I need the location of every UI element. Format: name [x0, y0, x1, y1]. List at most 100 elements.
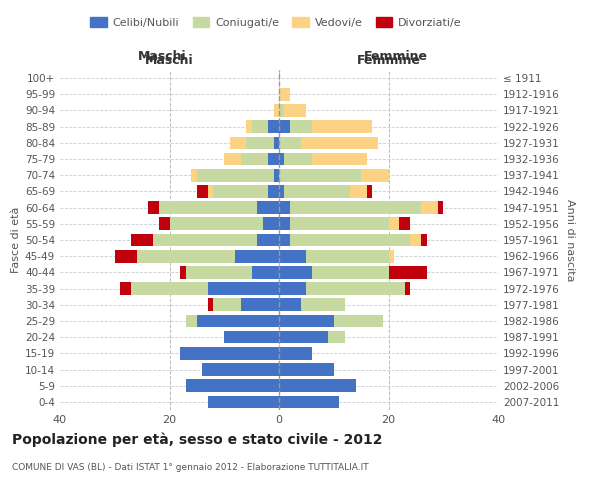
Bar	[405, 282, 410, 295]
Bar	[158, 202, 257, 214]
Bar	[284, 152, 312, 166]
Bar	[137, 250, 235, 262]
Bar	[246, 136, 274, 149]
Bar	[301, 136, 377, 149]
Bar	[400, 218, 410, 230]
Bar	[389, 218, 400, 230]
Bar	[181, 347, 279, 360]
Bar	[410, 234, 421, 246]
Bar	[312, 120, 372, 133]
Bar	[350, 185, 367, 198]
Bar	[279, 152, 284, 166]
Bar	[290, 202, 421, 214]
Y-axis label: Fasce di età: Fasce di età	[11, 207, 21, 273]
Bar	[202, 363, 279, 376]
Bar	[268, 152, 279, 166]
Bar	[181, 266, 186, 278]
Bar	[153, 234, 257, 246]
Bar	[307, 282, 405, 295]
Bar	[186, 314, 197, 328]
Bar	[279, 250, 307, 262]
Bar	[148, 202, 158, 214]
Bar	[279, 136, 301, 149]
Bar	[274, 104, 279, 117]
Bar	[208, 282, 279, 295]
Bar	[279, 298, 301, 311]
Y-axis label: Anni di nascita: Anni di nascita	[565, 198, 575, 281]
Bar	[120, 282, 131, 295]
Bar	[290, 120, 312, 133]
Bar	[214, 298, 241, 311]
Legend: Celibi/Nubili, Coniugati/e, Vedovi/e, Divorziati/e: Celibi/Nubili, Coniugati/e, Vedovi/e, Di…	[86, 13, 466, 32]
Bar	[421, 202, 438, 214]
Bar	[197, 169, 274, 181]
Bar	[290, 218, 389, 230]
Text: Femmine: Femmine	[356, 54, 421, 67]
Bar	[279, 282, 307, 295]
Text: Maschi: Maschi	[137, 50, 187, 62]
Bar	[279, 396, 339, 408]
Bar	[307, 250, 389, 262]
Bar	[169, 218, 263, 230]
Text: Femmine: Femmine	[364, 50, 428, 62]
Bar	[279, 218, 290, 230]
Bar	[274, 169, 279, 181]
Bar	[268, 185, 279, 198]
Bar	[279, 314, 334, 328]
Bar	[279, 380, 356, 392]
Bar	[279, 185, 284, 198]
Bar	[361, 169, 389, 181]
Bar	[251, 120, 268, 133]
Bar	[257, 234, 279, 246]
Bar	[268, 120, 279, 133]
Bar	[284, 185, 350, 198]
Bar	[367, 185, 372, 198]
Bar	[241, 152, 268, 166]
Bar	[328, 331, 345, 344]
Bar	[230, 136, 246, 149]
Bar	[279, 363, 334, 376]
Text: Maschi: Maschi	[145, 54, 194, 67]
Bar	[235, 250, 279, 262]
Bar	[279, 266, 312, 278]
Bar	[186, 266, 251, 278]
Bar	[197, 185, 208, 198]
Bar	[197, 314, 279, 328]
Bar	[284, 104, 307, 117]
Bar	[279, 88, 290, 101]
Bar	[257, 202, 279, 214]
Bar	[312, 152, 367, 166]
Bar	[279, 169, 361, 181]
Bar	[279, 347, 312, 360]
Bar	[191, 169, 197, 181]
Bar	[224, 331, 279, 344]
Bar	[389, 266, 427, 278]
Bar	[279, 331, 328, 344]
Bar	[251, 266, 279, 278]
Bar	[334, 314, 383, 328]
Bar	[312, 266, 389, 278]
Bar	[279, 104, 284, 117]
Bar	[279, 234, 290, 246]
Bar	[274, 136, 279, 149]
Text: COMUNE DI VAS (BL) - Dati ISTAT 1° gennaio 2012 - Elaborazione TUTTITALIA.IT: COMUNE DI VAS (BL) - Dati ISTAT 1° genna…	[12, 462, 368, 471]
Bar	[421, 234, 427, 246]
Bar	[263, 218, 279, 230]
Bar	[208, 185, 214, 198]
Text: Popolazione per età, sesso e stato civile - 2012: Popolazione per età, sesso e stato civil…	[12, 432, 383, 447]
Bar	[438, 202, 443, 214]
Bar	[241, 298, 279, 311]
Bar	[279, 202, 290, 214]
Bar	[214, 185, 268, 198]
Bar	[208, 298, 214, 311]
Bar	[389, 250, 394, 262]
Bar	[131, 282, 208, 295]
Bar	[279, 120, 290, 133]
Bar	[246, 120, 251, 133]
Bar	[115, 250, 137, 262]
Bar	[224, 152, 241, 166]
Bar	[290, 234, 410, 246]
Bar	[131, 234, 153, 246]
Bar	[158, 218, 169, 230]
Bar	[208, 396, 279, 408]
